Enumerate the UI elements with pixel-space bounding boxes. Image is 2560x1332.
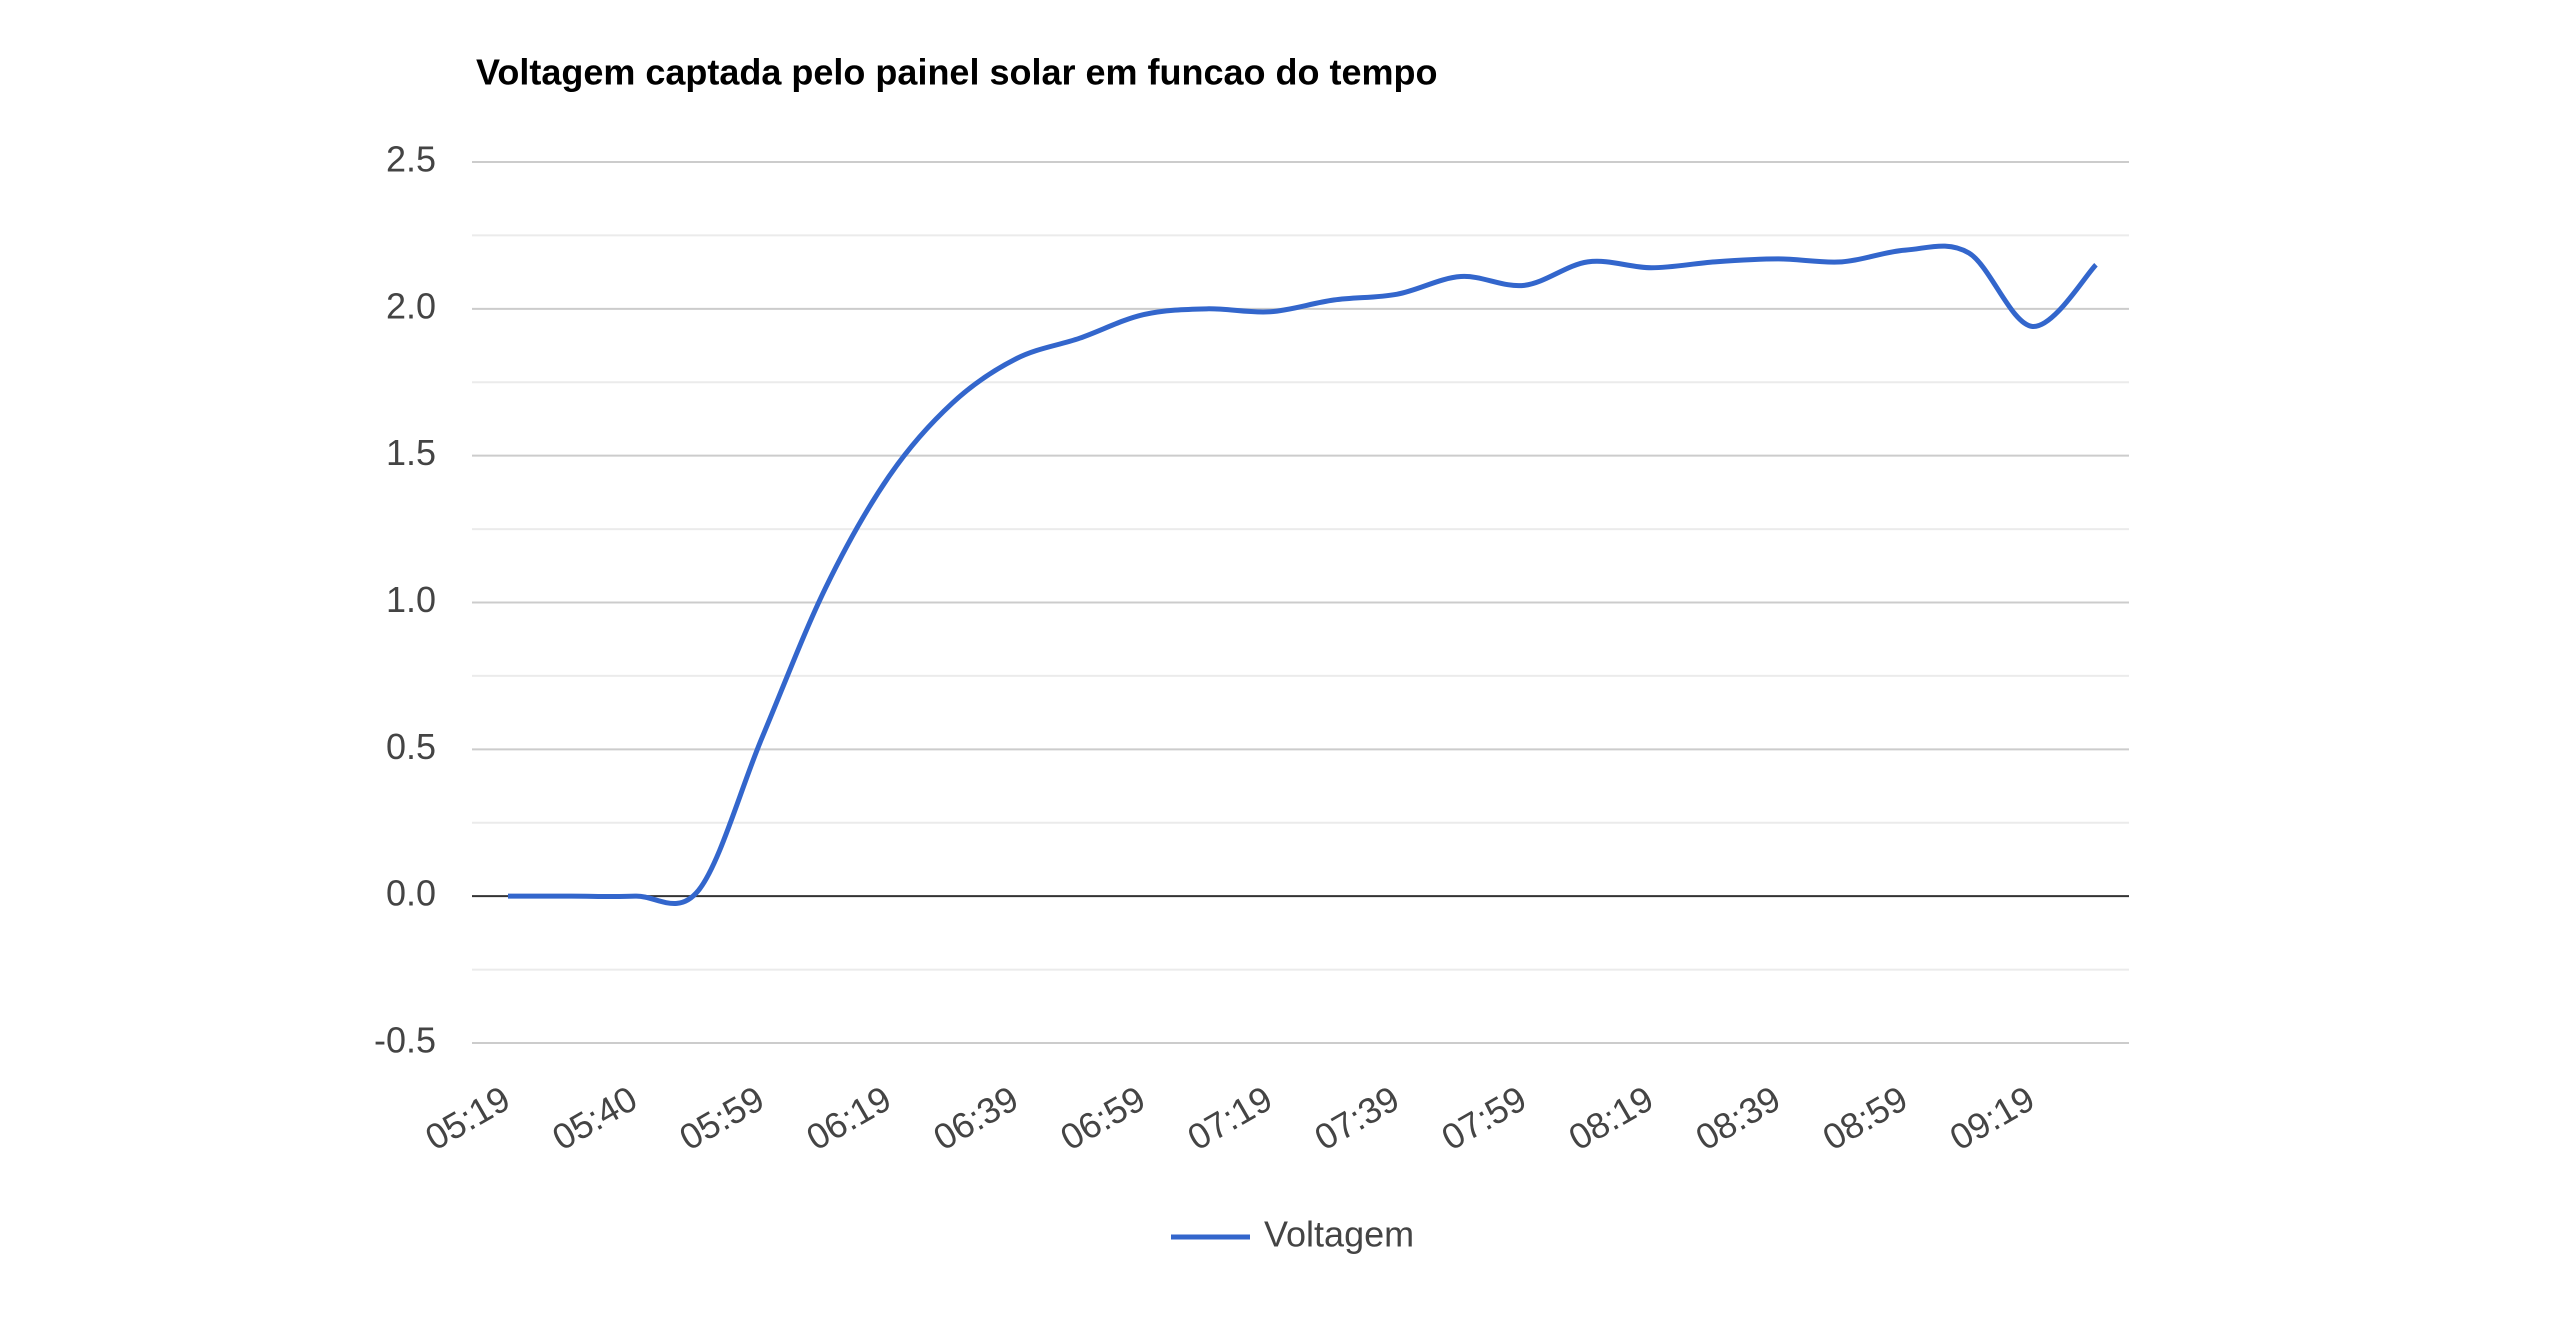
chart-title: Voltagem captada pelo painel solar em fu… xyxy=(476,52,1438,93)
y-tick-label: 2.0 xyxy=(386,285,436,326)
x-tick-label: 06:59 xyxy=(1053,1078,1152,1159)
x-tick-label: 05:19 xyxy=(418,1078,517,1159)
x-tick-label: 05:40 xyxy=(545,1078,644,1159)
y-tick-label: 0.0 xyxy=(386,873,436,914)
data-line xyxy=(508,243,2098,906)
x-tick-label: 06:19 xyxy=(799,1078,898,1159)
x-tick-label: 07:19 xyxy=(1180,1078,1279,1159)
x-tick-label: 08:39 xyxy=(1689,1078,1788,1159)
x-tick-label: 06:39 xyxy=(926,1078,1025,1159)
y-tick-label: 1.5 xyxy=(386,432,436,473)
legend-label: Voltagem xyxy=(1264,1214,1414,1255)
y-tick-label: 1.0 xyxy=(386,579,436,620)
x-tick-label: 07:59 xyxy=(1435,1078,1534,1159)
y-tick-label: 0.5 xyxy=(386,726,436,767)
x-tick-label: 07:39 xyxy=(1308,1078,1407,1159)
x-tick-label: 05:59 xyxy=(672,1078,771,1159)
x-tick-label: 08:19 xyxy=(1562,1078,1661,1159)
y-tick-label: 2.5 xyxy=(386,139,436,180)
x-tick-label: 08:59 xyxy=(1816,1078,1915,1159)
y-tick-label: -0.5 xyxy=(374,1020,436,1061)
x-tick-label: 09:19 xyxy=(1943,1078,2042,1159)
